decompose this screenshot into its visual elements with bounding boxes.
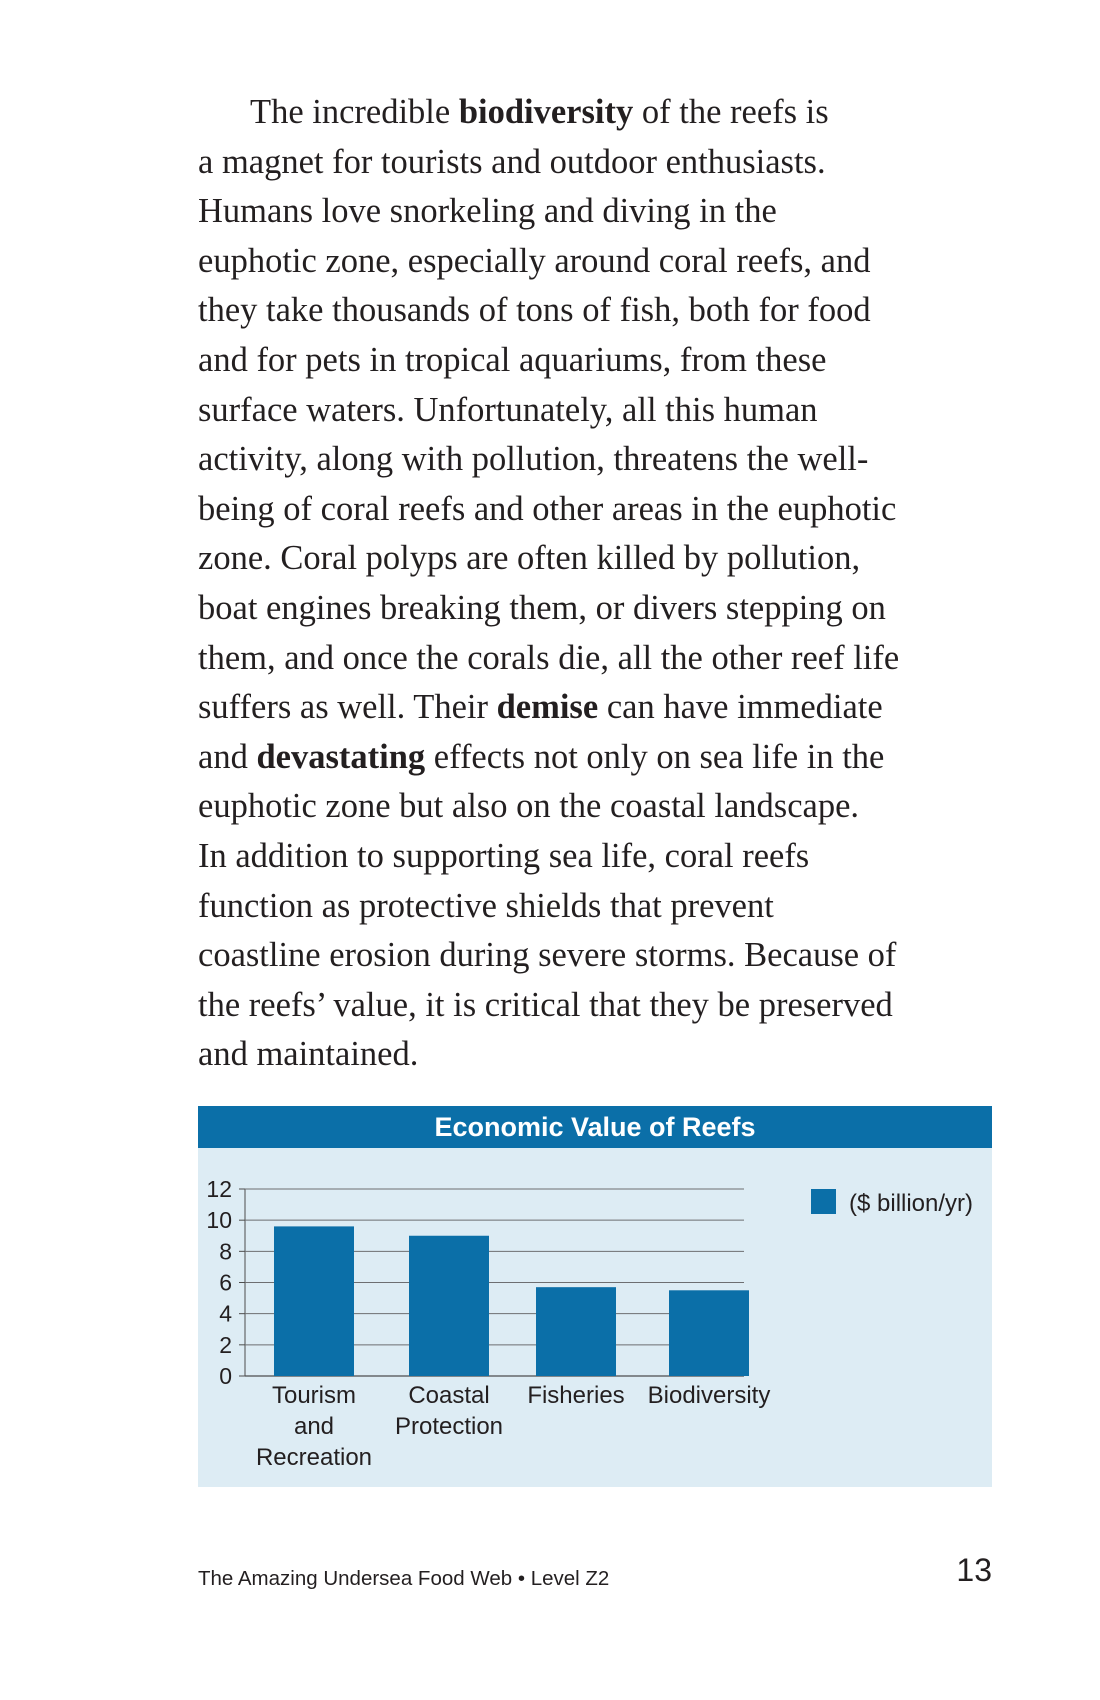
- x-category-label: Recreation: [256, 1444, 372, 1471]
- bar: [274, 1226, 354, 1376]
- bar: [536, 1287, 616, 1376]
- paragraph-line: suffers as well. Their demise can have i…: [198, 683, 998, 733]
- paragraph-line: the reefs’ value, it is critical that th…: [198, 981, 998, 1031]
- text-run: function as protective shields that prev…: [198, 886, 774, 925]
- paragraph-line: they take thousands of tons of fish, bot…: [198, 286, 998, 336]
- paragraph-line: being of coral reefs and other areas in …: [198, 485, 998, 535]
- paragraph-line: Humans love snorkeling and diving in the: [198, 187, 998, 237]
- vocabulary-term: devastating: [256, 737, 426, 776]
- text-run: euphotic zone but also on the coastal la…: [198, 787, 860, 826]
- text-run: coastline erosion during severe storms. …: [198, 936, 897, 975]
- body-paragraph: The incredible biodiversity of the reefs…: [198, 88, 998, 1080]
- text-run: them, and once the corals die, all the o…: [198, 638, 900, 677]
- text-run: In addition to supporting sea life, cora…: [198, 836, 810, 875]
- y-tick-label: 2: [219, 1332, 232, 1358]
- x-category-label: Fisheries: [527, 1382, 624, 1409]
- paragraph-line: boat engines breaking them, or divers st…: [198, 584, 998, 634]
- paragraph-line: zone. Coral polyps are often killed by p…: [198, 534, 998, 584]
- paragraph-line: coastline erosion during severe storms. …: [198, 931, 998, 981]
- paragraph-line: The incredible biodiversity of the reefs…: [198, 88, 998, 138]
- chart-title-bar: [198, 1106, 992, 1148]
- paragraph-line: function as protective shields that prev…: [198, 882, 998, 932]
- y-tick-label: 10: [206, 1207, 232, 1233]
- text-run: The incredible: [250, 93, 459, 131]
- text-run: zone. Coral polyps are often killed by p…: [198, 539, 861, 578]
- text-run: and maintained.: [198, 1035, 419, 1074]
- paragraph-line: a magnet for tourists and outdoor enthus…: [198, 138, 998, 188]
- paragraph-line: euphotic zone, especially around coral r…: [198, 237, 998, 287]
- legend-label: ($ billion/yr): [849, 1190, 973, 1217]
- text-run: surface waters. Unfortunately, all this …: [198, 390, 818, 429]
- paragraph-line: In addition to supporting sea life, cora…: [198, 832, 998, 882]
- bar: [669, 1290, 749, 1376]
- text-run: suffers as well. Their: [198, 688, 497, 727]
- x-category-label: Biodiversity: [648, 1382, 771, 1409]
- text-run: the reefs’ value, it is critical that th…: [198, 985, 893, 1024]
- paragraph-line: and devastating effects not only on sea …: [198, 733, 998, 783]
- text-run: of the reefs is: [633, 93, 829, 131]
- paragraph-line: and maintained.: [198, 1030, 998, 1080]
- text-run: activity, along with pollution, threaten…: [198, 440, 869, 479]
- y-tick-label: 4: [219, 1301, 232, 1327]
- paragraph-line: surface waters. Unfortunately, all this …: [198, 386, 998, 436]
- y-tick-label: 12: [206, 1176, 232, 1202]
- text-run: and: [198, 737, 257, 776]
- text-run: effects not only on sea life in the: [425, 737, 885, 776]
- text-run: can have immediate: [598, 688, 883, 727]
- text-run: they take thousands of tons of fish, bot…: [198, 291, 871, 330]
- y-tick-label: 6: [219, 1270, 232, 1296]
- text-run: being of coral reefs and other areas in …: [198, 489, 897, 528]
- text-run: Humans love snorkeling and diving in the: [198, 192, 777, 231]
- paragraph-line: euphotic zone but also on the coastal la…: [198, 782, 998, 832]
- x-category-label: Coastal: [408, 1382, 489, 1409]
- bar-chart-svg: 0 2 4 6 8 10 12 Tourism and Recreation Coastal Prot…: [206, 1176, 973, 1471]
- bar: [409, 1235, 489, 1376]
- vocabulary-term: biodiversity: [458, 93, 634, 131]
- y-tick-label: 8: [219, 1238, 232, 1264]
- paragraph-line: and for pets in tropical aquariums, from…: [198, 336, 998, 386]
- paragraph-line: activity, along with pollution, threaten…: [198, 435, 998, 485]
- vocabulary-term: demise: [496, 688, 599, 727]
- text-run: and for pets in tropical aquariums, from…: [198, 340, 827, 379]
- text-run: euphotic zone, especially around coral r…: [198, 241, 871, 280]
- text-run: a magnet for tourists and outdoor enthus…: [198, 142, 826, 181]
- x-category-label: Protection: [395, 1413, 503, 1440]
- footer-book-title: The Amazing Undersea Food Web • Level Z2: [198, 1567, 610, 1590]
- page-number: 13: [956, 1552, 992, 1588]
- chart-title: Economic Value of Reefs: [434, 1112, 756, 1142]
- x-category-label: Tourism: [272, 1382, 356, 1409]
- legend-swatch: [811, 1189, 836, 1214]
- economic-value-chart: Economic Value of Reefs 0 2 4 6 8 10 12 Tourism…: [198, 1106, 992, 1487]
- x-category-label: and: [294, 1413, 334, 1440]
- paragraph-line: them, and once the corals die, all the o…: [198, 634, 998, 684]
- y-tick-label: 0: [219, 1363, 232, 1389]
- text-run: boat engines breaking them, or divers st…: [198, 588, 886, 627]
